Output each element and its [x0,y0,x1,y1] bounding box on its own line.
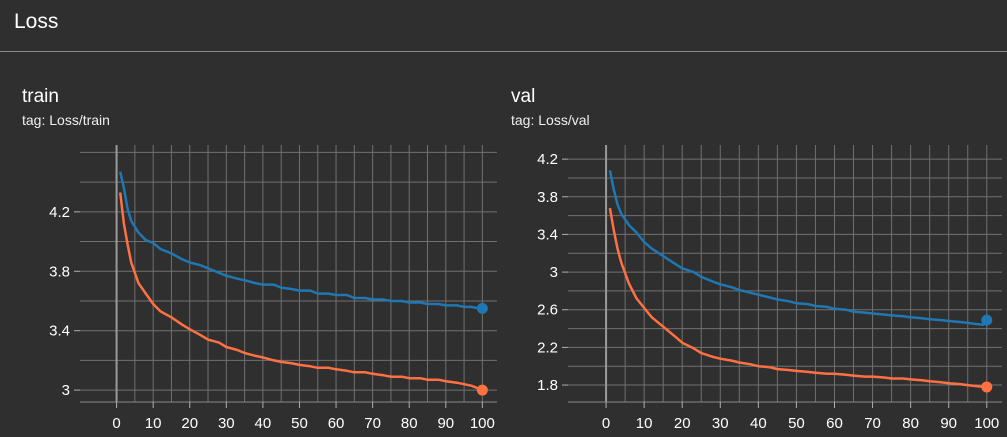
x-tick-label: 70 [864,415,881,432]
x-tick-label: 80 [902,415,919,432]
y-tick-label: 4.2 [537,151,558,168]
x-tick-label: 40 [255,415,272,432]
x-tick-label: 90 [940,415,957,432]
series-end-point-1 [476,384,488,396]
chart-title-train: train [22,86,59,107]
y-tick-label: 3.8 [537,189,558,206]
x-tick-label: 20 [181,415,198,432]
x-tick-label: 80 [401,415,418,432]
x-tick-label: 20 [674,415,691,432]
x-tick-label: 70 [364,415,381,432]
x-tick-label: 30 [218,415,235,432]
y-tick-label: 2.2 [537,339,558,356]
y-tick-label: 3.4 [49,323,70,340]
series-end-point-0 [476,302,488,314]
y-tick-label: 3 [62,382,70,399]
x-tick-label: 40 [750,415,767,432]
series-end-point-1 [981,381,993,393]
y-tick-label: 3 [550,264,558,281]
y-tick-label: 3.8 [49,263,70,280]
x-tick-label: 60 [328,415,345,432]
chart-title-val: val [511,86,536,107]
chart-tag-train: tag: Loss/train [22,112,110,128]
x-tick-label: 50 [788,415,805,432]
series-line-0 [608,170,988,327]
series-line-1 [118,192,483,392]
section-header: Loss [0,0,1007,52]
x-tick-label: 30 [712,415,729,432]
chart-tag-val: tag: Loss/val [511,112,590,128]
x-tick-label: 10 [636,415,653,432]
y-tick-label: 4.2 [49,204,70,221]
series-line-1 [608,207,987,389]
val-loss-chart: 0 10 20 30 40 50 60 70 80 90 100 1.8 2.2 2.6 3 3.4 3.8 4.… [537,145,1002,432]
x-tick-label: 10 [145,415,162,432]
x-tick-label: 60 [826,415,843,432]
train-loss-chart: 0 10 20 30 40 50 60 70 80 90 100 3 3.4 3.8 4.2 [49,145,497,432]
x-tick-label: 0 [112,415,120,432]
series-line-0 [118,171,483,310]
x-tick-label: 90 [437,415,454,432]
x-tick-label: 100 [974,415,999,432]
y-tick-label: 3.4 [537,226,558,243]
x-tick-label: 0 [602,415,610,432]
x-tick-label: 100 [470,415,495,432]
y-tick-label: 2.6 [537,302,558,319]
y-tick-label: 1.8 [537,377,558,394]
x-tick-label: 50 [291,415,308,432]
series-end-point-0 [981,314,993,326]
section-title: Loss [14,10,59,33]
